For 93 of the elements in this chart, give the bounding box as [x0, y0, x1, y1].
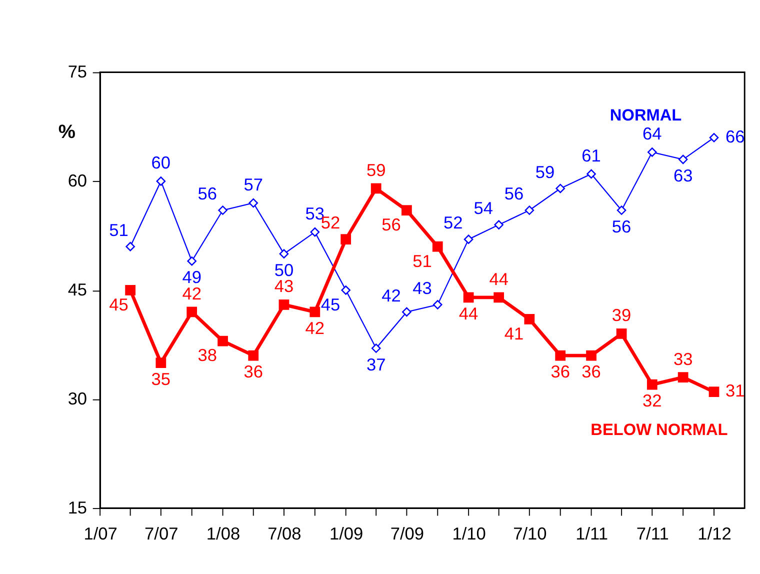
x-tick-label: 1/08: [206, 523, 240, 544]
data-label: 56: [612, 216, 632, 236]
data-label: 59: [366, 160, 386, 180]
point: [678, 372, 688, 383]
data-label: 64: [642, 124, 662, 144]
point: [464, 234, 474, 244]
point: [616, 206, 626, 215]
data-label: 44: [458, 304, 479, 324]
data-label: 36: [582, 362, 601, 382]
point: [463, 292, 474, 303]
point: [555, 350, 566, 361]
data-label: 39: [612, 305, 632, 326]
point: [126, 242, 135, 252]
point: [494, 292, 504, 303]
point: [647, 148, 657, 157]
point: [556, 184, 565, 194]
point: [187, 256, 196, 266]
data-label: 56: [198, 184, 218, 204]
data-label: 54: [474, 198, 494, 218]
data-label: 38: [198, 345, 218, 366]
point: [524, 314, 535, 324]
point: [586, 169, 596, 179]
data-label: 56: [382, 214, 401, 234]
data-label: 33: [673, 348, 693, 369]
data-label: 51: [109, 220, 128, 240]
data-label: 37: [366, 354, 386, 374]
data-label: 35: [151, 368, 171, 389]
point: [218, 206, 228, 215]
point: [402, 205, 412, 216]
y-tick-label: 15: [68, 497, 88, 518]
point: [340, 234, 352, 245]
data-label: 61: [582, 145, 601, 166]
data-label: 66: [726, 126, 745, 146]
point: [678, 154, 688, 164]
x-tick-label: 1/09: [329, 523, 364, 544]
x-tick-label: 1/10: [452, 523, 486, 544]
point: [402, 307, 412, 317]
point: [494, 220, 504, 230]
data-label: 63: [673, 166, 693, 186]
y-tick-label: 30: [68, 388, 88, 408]
x-tick-label: 1/11: [576, 523, 608, 544]
point: [371, 344, 381, 353]
data-label: 60: [151, 152, 171, 173]
x-tick-label: 7/07: [144, 523, 178, 544]
series-label: NORMAL: [610, 106, 682, 124]
x-tick-label: 7/10: [513, 523, 547, 544]
x-tick-label: 7/11: [636, 523, 669, 544]
point: [310, 227, 320, 237]
data-label: 42: [382, 285, 401, 306]
x-tick-label: 7/09: [390, 523, 424, 544]
data-label: 57: [244, 174, 263, 194]
data-label: 36: [550, 362, 570, 382]
data-label: 52: [444, 212, 463, 233]
point: [341, 286, 350, 295]
point: [248, 350, 259, 361]
x-tick-label: 7/08: [268, 523, 302, 544]
point: [156, 358, 166, 368]
data-label: 41: [504, 323, 524, 344]
data-label: 42: [305, 318, 325, 338]
y-tick-label: 45: [68, 279, 88, 300]
point: [616, 328, 627, 339]
point: [279, 249, 289, 258]
data-label: 44: [489, 268, 509, 289]
point: [708, 386, 720, 398]
point: [310, 306, 320, 318]
y-axis-title: %: [58, 122, 76, 144]
data-label: 45: [320, 294, 340, 314]
x-tick-label: 1/12: [698, 523, 732, 544]
point: [186, 306, 198, 318]
y-tick-label: 75: [68, 62, 88, 82]
data-label: 43: [412, 278, 432, 298]
point: [432, 241, 443, 252]
point: [218, 336, 228, 346]
point: [586, 350, 596, 361]
y-tick-label: 60: [68, 170, 88, 190]
point: [432, 300, 442, 310]
point: [709, 132, 719, 142]
point: [524, 206, 534, 215]
point: [278, 299, 290, 310]
series-label: BELOW NORMAL: [590, 420, 728, 439]
data-label: 31: [726, 380, 745, 401]
data-label: 32: [642, 390, 662, 411]
point: [370, 183, 382, 194]
data-label: 36: [244, 362, 263, 382]
data-label: 45: [109, 294, 128, 314]
data-label: 59: [535, 162, 555, 182]
x-tick-label: 1/07: [84, 523, 118, 544]
point: [248, 198, 258, 208]
point: [646, 379, 658, 390]
point: [125, 284, 136, 296]
data-label: 51: [412, 250, 432, 271]
point: [156, 176, 166, 186]
data-label: 56: [504, 184, 524, 204]
